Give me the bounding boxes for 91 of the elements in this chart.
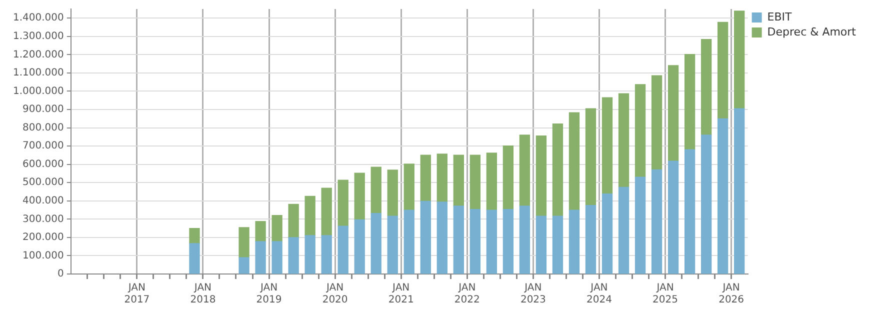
bar [354, 219, 365, 274]
bar [651, 75, 662, 170]
x-tick-label: JAN 2023 [520, 282, 546, 306]
y-tick-label: 200.000 [22, 232, 64, 244]
bar [272, 215, 282, 242]
bar [700, 39, 712, 136]
bar [734, 108, 745, 274]
bar [536, 136, 547, 216]
bar [486, 210, 498, 274]
bar [387, 216, 398, 274]
y-tick-label: 600.000 [22, 158, 64, 170]
bar [470, 208, 480, 274]
bar [238, 257, 250, 274]
bar [651, 169, 662, 274]
y-tick-label: 1.200.000 [12, 49, 64, 60]
x-tick-label: JAN 2020 [322, 282, 348, 306]
x-tick-label: JAN 2021 [388, 282, 414, 306]
y-tick-label: 900.000 [22, 104, 64, 116]
bar [420, 200, 431, 274]
x-tick-label: JAN 2018 [190, 282, 216, 306]
bar [304, 235, 316, 274]
bar [568, 210, 580, 274]
bar [354, 172, 365, 220]
bar [404, 164, 414, 210]
bar [255, 221, 266, 242]
x-tick-label: JAN 2025 [652, 282, 678, 306]
bar [436, 202, 448, 274]
y-tick-label: 1.000.000 [12, 86, 64, 97]
bar [552, 216, 564, 274]
legend-label: Deprec & Amort [767, 25, 857, 38]
bar [486, 152, 498, 210]
bar [618, 186, 630, 274]
bar [634, 176, 646, 274]
bar [618, 93, 630, 188]
bar [602, 193, 613, 274]
y-tick-label: 100.000 [22, 250, 64, 262]
bar [668, 160, 679, 274]
bar [585, 204, 596, 274]
legend-label: EBIT [767, 10, 792, 24]
bar [634, 84, 646, 178]
bar [536, 216, 547, 274]
bar [272, 241, 282, 274]
bar [189, 243, 200, 274]
bar [519, 206, 530, 274]
bar [684, 149, 696, 274]
y-tick-label: 0 [58, 268, 64, 280]
y-tick-label: 700.000 [22, 140, 64, 152]
bar [404, 210, 414, 274]
bar [321, 188, 332, 236]
y-tick-label: 1.300.000 [12, 31, 64, 42]
bar [387, 170, 398, 216]
bar [470, 154, 480, 210]
bar [338, 226, 348, 274]
y-tick-label: 400.000 [22, 195, 64, 206]
x-tick-label: JAN 2022 [454, 282, 480, 306]
bar [502, 208, 514, 274]
bar [370, 166, 382, 214]
bar [684, 54, 696, 150]
bar [717, 22, 728, 119]
y-tick-label: 300.000 [22, 214, 64, 225]
bar [189, 228, 200, 244]
bar [602, 97, 613, 194]
bar [288, 237, 299, 274]
x-tick-label: JAN 2019 [256, 282, 282, 306]
bar [370, 212, 382, 274]
y-tick-label: 1.100.000 [12, 68, 64, 79]
x-tick-label: JAN 2017 [124, 282, 150, 306]
bar [338, 180, 348, 226]
bar [734, 10, 745, 109]
bar [700, 134, 712, 274]
bar [288, 204, 299, 238]
bar [668, 65, 679, 162]
y-tick-label: 1.400.000 [12, 12, 64, 24]
bar [502, 146, 514, 210]
x-tick-label: JAN 2024 [586, 282, 612, 306]
bar [255, 241, 266, 274]
bar [519, 134, 530, 206]
bar [568, 112, 580, 210]
bar [453, 206, 464, 274]
bar [585, 108, 596, 206]
bar [717, 118, 728, 274]
bar [453, 154, 464, 206]
bar [552, 123, 564, 216]
bar [436, 154, 448, 202]
bar [420, 154, 431, 202]
bar [238, 227, 250, 258]
x-tick-label: JAN 2026 [718, 282, 744, 306]
bar [321, 235, 332, 274]
y-tick-label: 500.000 [22, 177, 64, 188]
y-tick-label: 800.000 [22, 122, 64, 134]
bar [304, 196, 316, 236]
